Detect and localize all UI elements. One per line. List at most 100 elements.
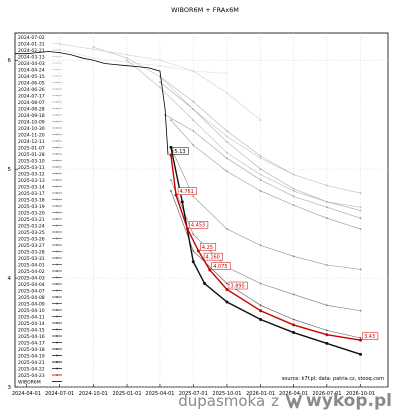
legend-marker	[56, 296, 58, 298]
series-point	[191, 260, 195, 264]
legend-marker	[56, 289, 58, 292]
value-label-text: 4.075	[213, 264, 227, 270]
watermark: dupasmoka z wykop.pl	[178, 386, 392, 416]
wibor6m-line	[15, 51, 169, 156]
axes: 2024-04-01 2024-07-01 2024-10-01 2025-01-01…	[8, 58, 376, 397]
legend-marker	[56, 341, 58, 344]
series-point	[325, 206, 328, 209]
legend-marker	[56, 62, 58, 64]
legend-entry: 2024-06-26	[18, 87, 62, 93]
legend-label: WIBOR6M	[18, 380, 41, 386]
y-tick-label: 3	[8, 385, 12, 391]
legend-entry: 2025-03-10	[18, 159, 62, 165]
legend-label: 2024-08-07	[18, 100, 45, 106]
series-point	[359, 192, 362, 195]
legend-marker	[56, 231, 58, 233]
legend-label: 2024-05-15	[18, 74, 45, 80]
series-point	[226, 170, 228, 173]
wykop-logo-icon	[285, 394, 303, 409]
series-point	[226, 228, 228, 230]
legend-entry: 2025-03-14	[18, 185, 62, 191]
legend-marker	[56, 88, 58, 90]
series-line	[126, 59, 361, 208]
series-point	[92, 48, 95, 51]
wykop-logo: wykop.pl	[285, 391, 392, 411]
legend-marker	[56, 172, 58, 175]
legend-entry: 2025-03-20	[18, 211, 62, 217]
legend-marker	[56, 146, 58, 149]
series-point	[92, 57, 95, 59]
legend-label: 2025-04-02	[18, 269, 45, 275]
series-point	[259, 304, 262, 307]
legend-marker	[56, 263, 58, 266]
legend-label: 2025-04-09	[18, 302, 45, 308]
legend-marker	[56, 166, 58, 168]
legend-label: 2024-07-17	[18, 94, 45, 100]
legend-label: 2025-03-12	[18, 172, 45, 178]
series-point	[226, 282, 228, 285]
series-point	[192, 130, 195, 132]
legend-marker	[56, 75, 58, 77]
legend-entry: 2025-04-01	[18, 263, 62, 269]
value-label-text: 4.761	[180, 189, 194, 195]
series-point	[359, 268, 362, 271]
legend-entry: 2025-04-17	[18, 341, 62, 347]
series-point	[208, 268, 212, 272]
legend-entry: 2024-06-05	[18, 81, 62, 87]
value-label: 5.13	[172, 147, 189, 155]
legend-entry: 2024-02-21	[18, 48, 62, 54]
series-point	[225, 288, 229, 292]
series-point	[259, 190, 262, 192]
legend-entry: 2025-03-24	[18, 224, 62, 230]
legend-marker	[56, 361, 58, 363]
legend-label: 2025-03-10	[18, 159, 45, 165]
series-point	[192, 195, 195, 198]
legend-marker	[56, 218, 58, 220]
legend-marker	[56, 120, 58, 123]
legend-entry: 2025-04-15	[18, 328, 62, 334]
series-point	[292, 255, 295, 258]
legend-entry: 2024-04-24	[18, 68, 62, 74]
series-point	[325, 264, 328, 266]
value-label-text: 4.25	[202, 245, 213, 251]
series-point	[359, 206, 362, 209]
legend-marker	[56, 211, 58, 214]
series-point	[259, 282, 262, 285]
series-point	[170, 119, 172, 122]
legend-entry: 2025-03-18	[18, 198, 62, 204]
legend-label: 2025-03-25	[18, 230, 45, 236]
series-point	[259, 179, 262, 181]
value-label-text: 4.453	[191, 223, 205, 229]
y-tick-label: 5	[8, 167, 12, 173]
value-label-box	[177, 187, 197, 195]
legend-marker	[56, 114, 58, 116]
legend-label: 2025-04-18	[18, 347, 45, 353]
series-point	[359, 338, 363, 342]
series-point	[180, 200, 184, 204]
legend-marker	[56, 153, 58, 155]
legend-marker	[56, 270, 58, 272]
value-label-box	[172, 147, 189, 155]
legend-label: 2025-04-22	[18, 367, 45, 373]
legend-marker	[56, 185, 58, 188]
series-point	[169, 153, 173, 157]
legend-label: 2024-01-31	[18, 42, 45, 48]
series-point	[226, 130, 228, 132]
watermark-brand: wykop.pl	[306, 391, 392, 411]
legend-label: 2025-04-19	[18, 354, 45, 360]
legend-label: 2025-04-16	[18, 334, 45, 340]
legend-entry: 2025-04-21	[18, 360, 62, 366]
legend-entry: 2024-09-18	[18, 113, 62, 119]
series-point	[192, 100, 195, 103]
series-point	[325, 184, 328, 187]
legend-entry: 2025-04-03	[18, 276, 62, 282]
legend-marker	[56, 328, 58, 331]
legend-marker	[56, 367, 58, 370]
value-label-box	[211, 262, 231, 270]
legend-entry: 2024-10-09	[18, 120, 62, 126]
watermark-connector: z	[271, 392, 280, 410]
value-label: 4.075	[211, 262, 231, 270]
series-point	[226, 141, 228, 143]
grid	[15, 33, 388, 388]
